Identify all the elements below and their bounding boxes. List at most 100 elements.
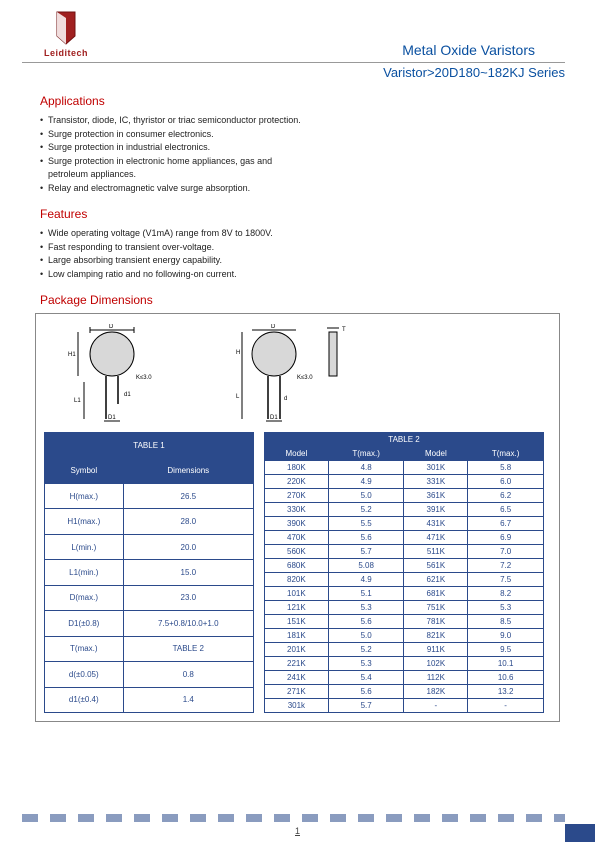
column-header: T(max.) [468,447,544,461]
series-subtitle: Varistor>20D180~182KJ Series [0,63,595,82]
column-header: Dimensions [123,458,253,483]
table-cell: 820K [265,573,329,587]
pkg-dimensions-heading: Package Dimensions [40,293,595,307]
table-cell: 4.8 [328,461,404,475]
table2-title: TABLE 2 [265,433,544,447]
table-cell: 5.7 [328,699,404,713]
table-row: D1(±0.8)7.5+0.8/10.0+1.0 [45,611,254,636]
tables-row: TABLE 1 SymbolDimensions H(max.)26.5H1(m… [44,432,551,713]
table-cell: 221K [265,657,329,671]
table-row: T(max.)TABLE 2 [45,636,254,661]
table-cell: 5.08 [328,559,404,573]
column-header: Model [404,447,468,461]
table-cell: 471K [404,531,468,545]
svg-text:D1: D1 [270,415,278,421]
table-cell: 102K [404,657,468,671]
table-row: H1(max.)28.0 [45,509,254,534]
table-cell: 7.0 [468,545,544,559]
table-cell: 270K [265,489,329,503]
table-cell: d1(±0.4) [45,687,124,712]
table-cell: - [468,699,544,713]
table-cell: L1(min.) [45,560,124,585]
list-item: Surge protection in industrial electroni… [40,141,595,155]
svg-text:D1: D1 [108,415,116,421]
table-cell: 6.9 [468,531,544,545]
table-cell: 5.6 [328,615,404,629]
table-cell: 101K [265,587,329,601]
header-title: Metal Oxide Varistors [402,42,535,58]
table-cell: 680K [265,559,329,573]
corner-block [565,824,595,842]
table-cell: 182K [404,685,468,699]
table-row: d(±0.05)0.8 [45,662,254,687]
svg-text:H: H [236,350,240,356]
table-cell: 5.6 [328,531,404,545]
list-item: Fast responding to transient over-voltag… [40,241,595,255]
table-row: 201K5.2911K9.5 [265,643,544,657]
table-cell: 5.0 [328,629,404,643]
column-header: Model [265,447,329,461]
table-row: 470K5.6471K6.9 [265,531,544,545]
table-cell: 5.1 [328,587,404,601]
brand-name: Leiditech [44,48,88,58]
applications-list: Transistor, diode, IC, thyristor or tria… [40,114,595,195]
table-cell: 241K [265,671,329,685]
table-row: 221K5.3102K10.1 [265,657,544,671]
table-cell: 6.5 [468,503,544,517]
table-cell: 7.5 [468,573,544,587]
table-cell: 361K [404,489,468,503]
list-item: Surge protection in consumer electronics… [40,128,595,142]
table-cell: 5.5 [328,517,404,531]
table-cell: 511K [404,545,468,559]
svg-text:H1: H1 [68,352,76,358]
table-row: 180K4.8301K5.8 [265,461,544,475]
table-cell: 271K [265,685,329,699]
features-list: Wide operating voltage (V1mA) range from… [40,227,595,281]
table-cell: 112K [404,671,468,685]
table-row: 560K5.7511K7.0 [265,545,544,559]
table-row: 121K5.3751K5.3 [265,601,544,615]
table-cell: H1(max.) [45,509,124,534]
table-cell: 5.3 [468,601,544,615]
svg-text:d1: d1 [124,392,131,398]
column-header: T(max.) [328,447,404,461]
table-cell: TABLE 2 [123,636,253,661]
table-cell: 10.1 [468,657,544,671]
brand-block: Leiditech [44,10,88,58]
table-cell: D1(±0.8) [45,611,124,636]
table-row: H(max.)26.5 [45,483,254,508]
table-cell: 821K [404,629,468,643]
table-cell: 391K [404,503,468,517]
table-cell: 751K [404,601,468,615]
table-cell: 28.0 [123,509,253,534]
table-cell: 5.8 [468,461,544,475]
table-cell: D(max.) [45,585,124,610]
table-cell: 23.0 [123,585,253,610]
table-cell: 331K [404,475,468,489]
table-row: 101K5.1681K8.2 [265,587,544,601]
table-cell: 4.9 [328,475,404,489]
table-cell: 180K [265,461,329,475]
table-cell: 5.6 [328,685,404,699]
table-cell: 681K [404,587,468,601]
table-cell: - [404,699,468,713]
table-cell: 0.8 [123,662,253,687]
page-header: Leiditech Metal Oxide Varistors [22,0,565,63]
table-row: L(min.)20.0 [45,534,254,559]
table-cell: 431K [404,517,468,531]
list-item: Low clamping ratio and no following-on c… [40,268,595,282]
table-cell: 561K [404,559,468,573]
table-cell: L(min.) [45,534,124,559]
table-cell: 301k [265,699,329,713]
table-cell: 781K [404,615,468,629]
table-cell: 5.2 [328,503,404,517]
table-cell: 201K [265,643,329,657]
svg-text:L: L [236,394,240,400]
brand-logo-icon [51,10,81,46]
table-row: D(max.)23.0 [45,585,254,610]
page-number: 1 [295,826,300,836]
table-cell: 7.2 [468,559,544,573]
table-row: 181K5.0821K9.0 [265,629,544,643]
table-cell: d(±0.05) [45,662,124,687]
table-2: TABLE 2 ModelT(max.)ModelT(max.) 180K4.8… [264,432,544,713]
